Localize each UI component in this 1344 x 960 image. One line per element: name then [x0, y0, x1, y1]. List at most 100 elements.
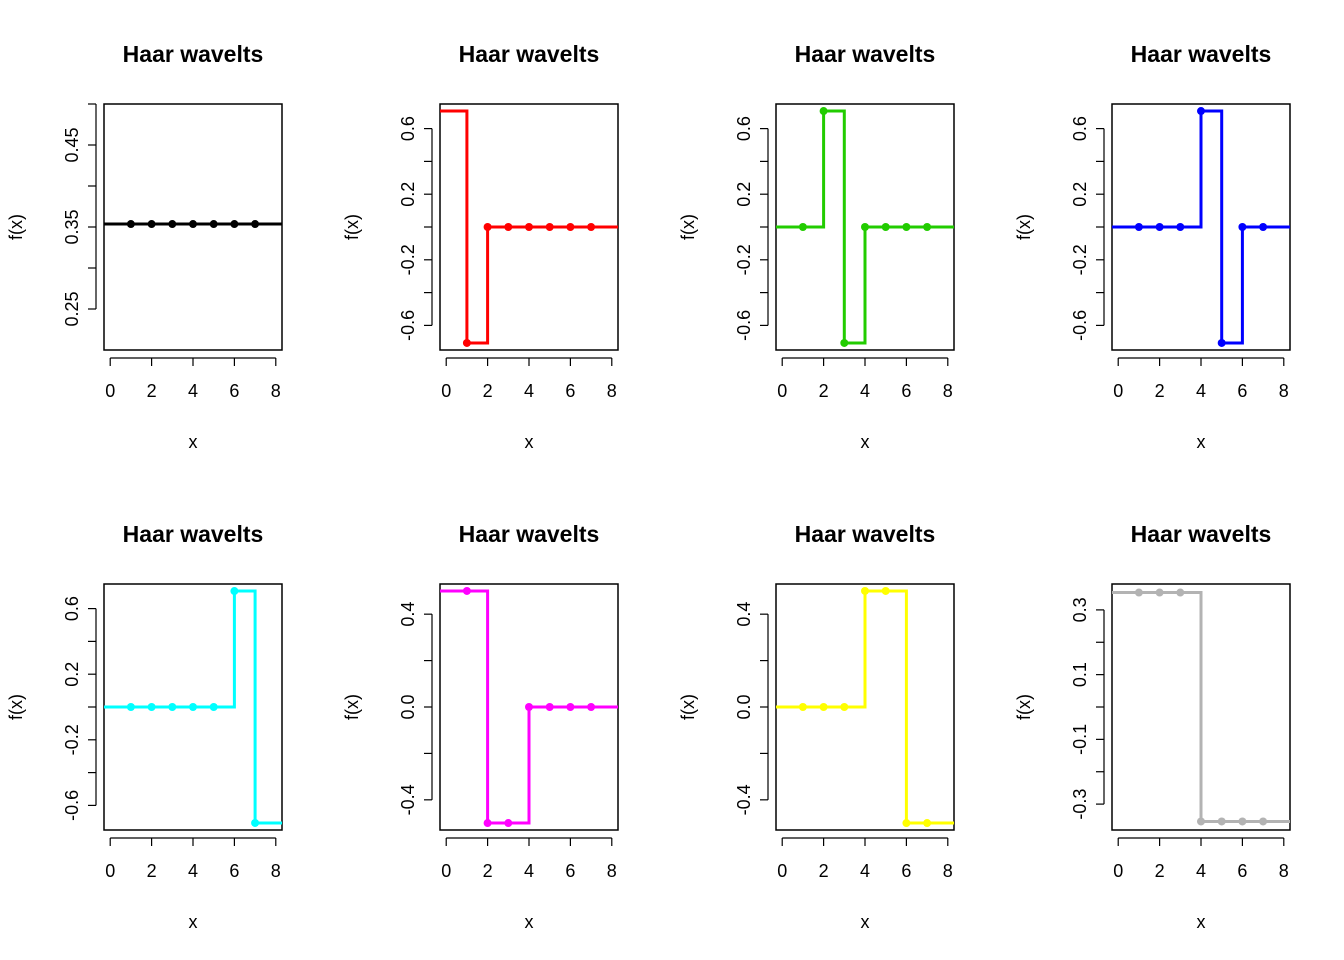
- data-point: [209, 703, 218, 711]
- plot-area: [1112, 107, 1290, 347]
- data-point: [1217, 817, 1226, 826]
- y-axis-label: f(x): [678, 214, 698, 240]
- data-point: [1176, 223, 1185, 231]
- series-step-line: [1112, 591, 1290, 823]
- data-point: [168, 220, 177, 229]
- x-tick-label: 0: [1113, 861, 1123, 881]
- data-point: [462, 338, 471, 347]
- x-tick-label: 6: [565, 861, 575, 881]
- x-tick-label: 8: [271, 861, 281, 881]
- x-tick-label: 4: [860, 861, 870, 881]
- y-tick-label: -0.2: [62, 724, 82, 755]
- chart-title: Haar wavelts: [795, 41, 936, 67]
- chart-title: Haar wavelts: [1131, 41, 1272, 67]
- x-tick-label: 2: [819, 861, 829, 881]
- data-point: [587, 223, 596, 231]
- data-point: [525, 703, 533, 711]
- data-point: [126, 703, 135, 711]
- data-point: [587, 703, 596, 711]
- data-point: [483, 223, 492, 231]
- data-point: [126, 220, 135, 229]
- y-tick-label: 0.2: [734, 182, 754, 207]
- data-point: [923, 819, 932, 828]
- data-point: [1238, 223, 1247, 231]
- chart-panel-7: Haar wavelts 0 2 4 6 8 x -0.4 0.0 0.4 f(x): [678, 521, 955, 932]
- plot-area: [104, 220, 282, 229]
- y-axis-label: f(x): [1014, 214, 1034, 240]
- x-tick-label: 2: [819, 381, 829, 401]
- data-point: [230, 587, 239, 596]
- y-tick-label: 0.35: [62, 209, 82, 244]
- series-step-line: [776, 109, 954, 345]
- plot-frame: [1111, 583, 1291, 831]
- x-tick-label: 6: [1237, 381, 1247, 401]
- y-axis-label: f(x): [1014, 694, 1034, 720]
- data-point: [545, 223, 554, 231]
- y-tick-label: 0.0: [398, 694, 418, 719]
- data-point: [902, 819, 911, 828]
- chart-panel-1: Haar wavelts 0 2 4 6 8 x 0.25 0.35 0.45 f(x): [6, 41, 283, 452]
- data-point: [1134, 588, 1143, 597]
- data-point: [798, 223, 807, 231]
- y-tick-label: 0.1: [1070, 662, 1090, 687]
- y-tick-label: -0.2: [398, 244, 418, 275]
- x-tick-label: 0: [777, 861, 787, 881]
- y-axis-label: f(x): [678, 694, 698, 720]
- plot-area: [776, 107, 954, 347]
- x-tick-label: 4: [860, 381, 870, 401]
- x-tick-label: 4: [188, 381, 198, 401]
- y-tick-label: 0.2: [62, 662, 82, 687]
- data-point: [1259, 817, 1268, 826]
- x-tick-label: 8: [271, 381, 281, 401]
- x-tick-label: 0: [777, 381, 787, 401]
- y-axis-label: f(x): [342, 694, 362, 720]
- y-tick-label: -0.2: [734, 244, 754, 275]
- data-point: [819, 107, 828, 116]
- plot-area: [440, 109, 618, 347]
- x-axis-label: x: [189, 912, 198, 932]
- y-tick-label: 0.4: [734, 602, 754, 627]
- data-point: [1155, 223, 1164, 231]
- x-tick-label: 6: [1237, 861, 1247, 881]
- data-point: [1134, 223, 1143, 231]
- y-tick-label: 0.2: [398, 182, 418, 207]
- y-tick-label: 0.6: [1070, 116, 1090, 141]
- plot-area: [776, 586, 954, 828]
- data-point: [209, 220, 218, 229]
- x-tick-label: 6: [901, 861, 911, 881]
- data-point: [504, 223, 513, 231]
- chart-panel-5: Haar wavelts 0 2 4 6 8 x -0.6 -0.2 0.2 0.6 f(x): [6, 521, 283, 932]
- data-point: [1176, 588, 1185, 597]
- chart-panel-3: Haar wavelts 0 2 4 6 8 x -0.6 -0.2 0.2 0.6 f(x): [678, 41, 955, 452]
- y-tick-label: 0.0: [734, 694, 754, 719]
- data-point: [525, 223, 533, 231]
- data-point: [798, 703, 807, 711]
- data-point: [462, 586, 471, 595]
- x-tick-label: 6: [901, 381, 911, 401]
- x-tick-label: 6: [229, 861, 239, 881]
- chart-title: Haar wavelts: [795, 521, 936, 547]
- x-tick-label: 4: [524, 381, 534, 401]
- data-point: [861, 223, 869, 231]
- x-tick-label: 8: [607, 861, 617, 881]
- data-point: [189, 220, 197, 229]
- y-axis-label: f(x): [6, 214, 26, 240]
- x-tick-label: 0: [1113, 381, 1123, 401]
- y-tick-label: -0.4: [734, 784, 754, 815]
- data-point: [861, 586, 869, 595]
- x-tick-label: 2: [483, 381, 493, 401]
- plot-area: [104, 587, 282, 827]
- x-tick-label: 6: [229, 381, 239, 401]
- x-tick-label: 2: [483, 861, 493, 881]
- plot-area: [1112, 588, 1290, 826]
- y-tick-label: -0.6: [734, 310, 754, 341]
- y-tick-label: 0.25: [62, 291, 82, 326]
- data-point: [147, 220, 156, 229]
- x-axis-label: x: [1197, 912, 1206, 932]
- chart-title: Haar wavelts: [123, 41, 264, 67]
- chart-title: Haar wavelts: [123, 521, 264, 547]
- chart-title: Haar wavelts: [459, 521, 600, 547]
- x-tick-label: 4: [1196, 861, 1206, 881]
- x-axis-label: x: [861, 432, 870, 452]
